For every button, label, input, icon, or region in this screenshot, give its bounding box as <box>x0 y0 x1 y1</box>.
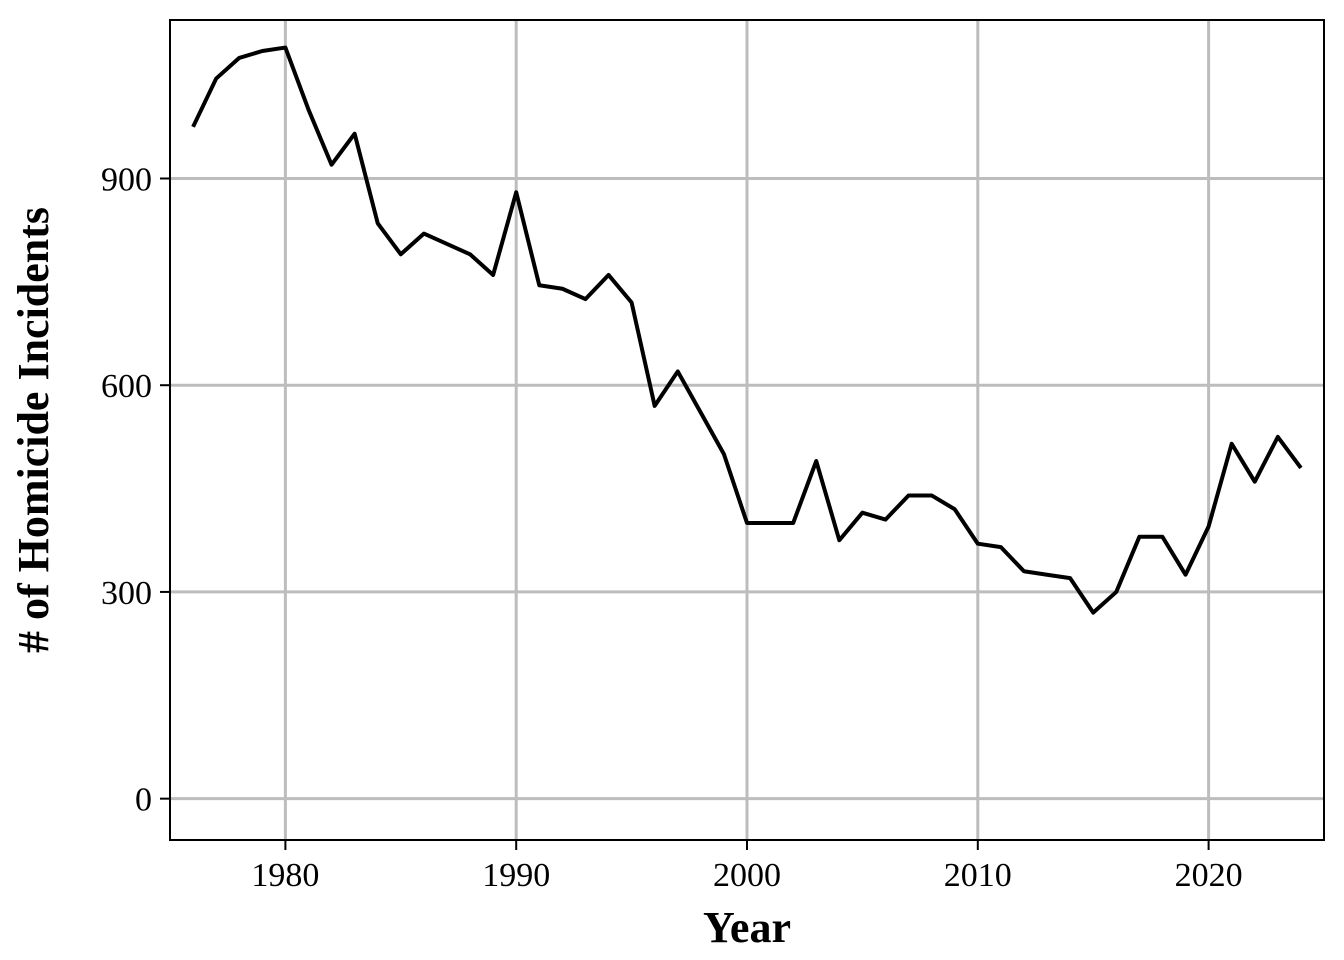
x-tick-label: 1990 <box>482 857 550 894</box>
x-axis-title: Year <box>703 903 791 952</box>
chart-container: 1980 1990 2000 2010 2020 0 300 600 900 Year # of H… <box>0 0 1344 960</box>
y-axis-title: # of Homicide Incidents <box>9 207 58 653</box>
y-tick-label: 300 <box>101 575 152 612</box>
x-tick-label: 1980 <box>251 857 319 894</box>
y-tick-label: 0 <box>135 782 152 819</box>
line-chart: 1980 1990 2000 2010 2020 0 300 600 900 Year # of H… <box>0 0 1344 960</box>
y-tick-label: 600 <box>101 368 152 405</box>
y-tick-label: 900 <box>101 161 152 198</box>
x-tick-label: 2020 <box>1175 857 1243 894</box>
x-tick-label: 2000 <box>713 857 781 894</box>
x-tick-label: 2010 <box>944 857 1012 894</box>
